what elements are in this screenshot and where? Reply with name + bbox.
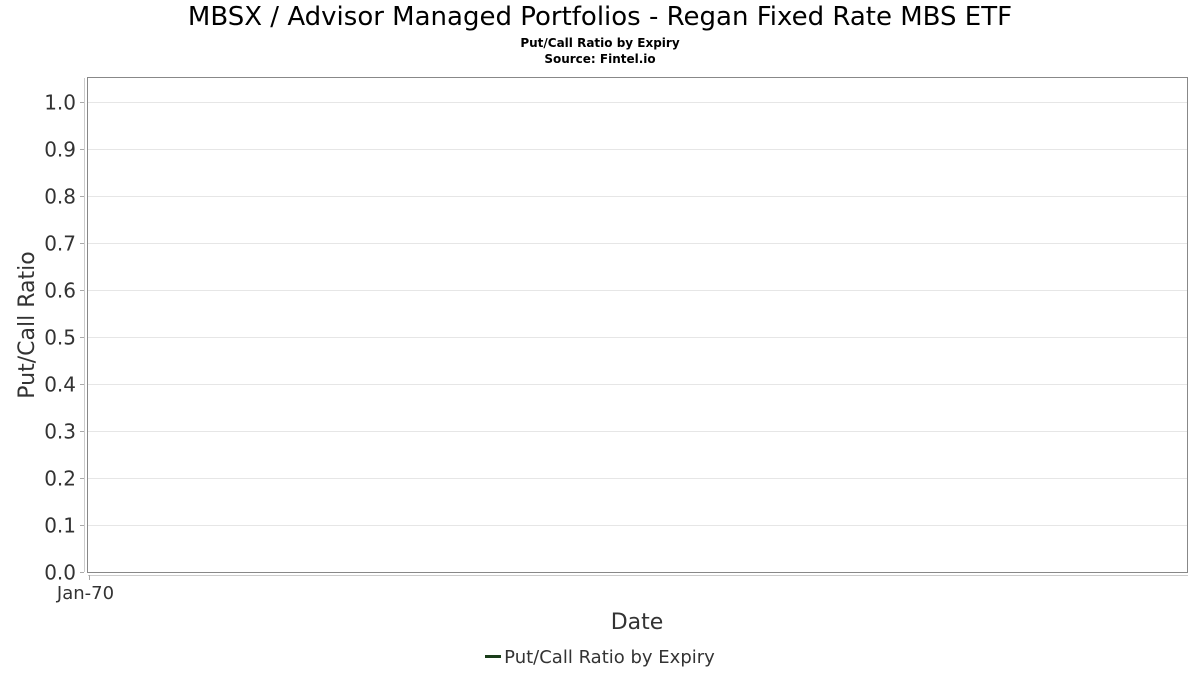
- y-tick-label: 0.6: [44, 279, 76, 303]
- chart-source: Source: Fintel.io: [544, 52, 656, 66]
- x-axis-label: Date: [611, 610, 664, 635]
- y-tick-label: 0.9: [44, 138, 76, 162]
- y-tick-label: 0.8: [44, 185, 76, 209]
- x-axis-ticks: Jan-70: [56, 575, 114, 604]
- y-tick-label: 0.5: [44, 326, 76, 350]
- legend-swatch: [485, 654, 502, 658]
- plot-area: [87, 77, 1188, 573]
- y-tick-label: 0.4: [44, 373, 76, 397]
- y-tick-label: 0.1: [44, 514, 76, 538]
- y-tick-label: 1.0: [44, 91, 76, 115]
- legend-item-label: Put/Call Ratio by Expiry: [504, 647, 715, 668]
- chart-legend: Put/Call Ratio by Expiry: [0, 647, 1200, 668]
- y-tick-label: 0.0: [44, 561, 76, 585]
- gridlines: [88, 102, 1188, 526]
- y-tick-label: 0.2: [44, 467, 76, 491]
- chart-subtitle: Put/Call Ratio by Expiry: [520, 36, 680, 50]
- y-axis-label: Put/Call Ratio: [15, 251, 40, 398]
- chart-title: MBSX / Advisor Managed Portfolios - Rega…: [187, 2, 1013, 32]
- y-tick-label: 0.7: [44, 232, 76, 256]
- x-tick-label: Jan-70: [56, 583, 114, 604]
- y-axis-ticks: 0.0 0.1 0.2 0.3 0.4 0.5 0.6 0.7 0.8 0.9 1.0: [44, 91, 84, 585]
- y-tick-label: 0.3: [44, 420, 76, 444]
